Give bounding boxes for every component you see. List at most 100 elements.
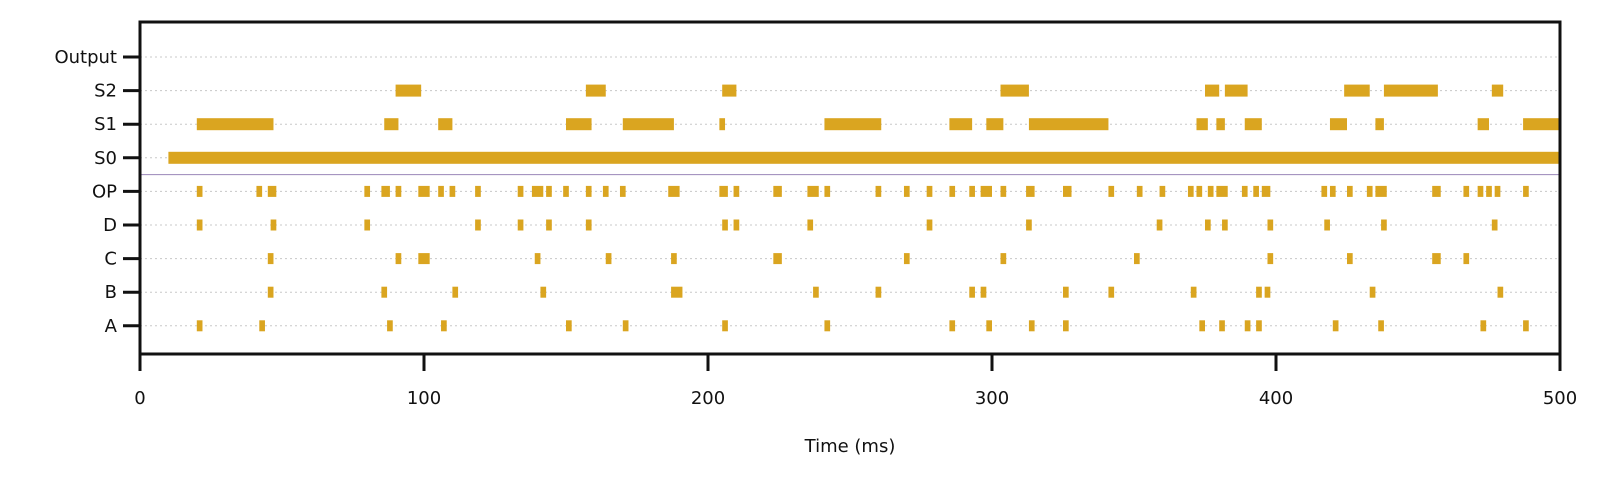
event-bar-op-46	[1375, 185, 1387, 197]
event-bar-op-39	[1241, 185, 1248, 197]
event-bar-op-12	[546, 185, 552, 197]
event-bar-s1-13	[1329, 118, 1347, 131]
event-bar-op-6	[418, 185, 430, 197]
x-axis-ticks: 0 100 200 300 400 500	[134, 354, 1577, 409]
event-bar-d-14	[1222, 219, 1228, 231]
event-bar-b-5	[813, 286, 819, 298]
y-tick-label-op: OP	[92, 181, 117, 202]
event-bar-a-8	[949, 320, 956, 332]
event-bar-a-1	[259, 320, 265, 332]
event-bar-a-14	[1244, 320, 1251, 332]
event-bar-a-16	[1332, 320, 1339, 332]
event-bar-s2-2	[722, 84, 737, 97]
event-bar-s2-5	[1224, 84, 1248, 97]
event-bar-op-27	[969, 185, 975, 197]
event-bar-s2-8	[1491, 84, 1504, 97]
event-bar-op-37	[1207, 185, 1214, 197]
event-bar-s1-16	[1523, 118, 1560, 131]
event-bar-op-49	[1477, 185, 1484, 197]
event-bar-op-8	[449, 185, 456, 197]
event-bar-op-25	[926, 185, 933, 197]
event-bar-op-35	[1187, 185, 1194, 197]
event-bar-d-0	[196, 219, 203, 231]
y-tick-label-d: D	[103, 215, 117, 236]
event-bar-op-50	[1486, 185, 1492, 197]
event-bar-op-10	[517, 185, 524, 197]
event-bar-a-2	[387, 320, 393, 332]
event-bar-d-10	[926, 219, 933, 231]
event-bar-op-42	[1321, 185, 1328, 197]
event-bar-d-7	[722, 219, 728, 231]
event-bar-op-32	[1108, 185, 1115, 197]
x-tick-label-500: 500	[1543, 388, 1577, 409]
x-tick-label-400: 400	[1259, 388, 1293, 409]
event-bar-b-7	[969, 286, 975, 298]
event-bar-d-11	[1026, 219, 1032, 231]
event-bar-s1-12	[1244, 118, 1262, 131]
event-bar-s2-0	[395, 84, 422, 97]
event-bar-b-9	[1063, 286, 1069, 298]
event-bar-op-29	[1000, 185, 1007, 197]
event-bar-a-5	[622, 320, 629, 332]
event-bar-d-13	[1205, 219, 1211, 231]
event-bar-b-1	[381, 286, 388, 298]
event-bar-d-4	[517, 219, 524, 231]
event-bar-s1-6	[824, 118, 882, 131]
event-bar-s1-0	[196, 118, 274, 131]
event-bar-a-0	[196, 320, 203, 332]
event-bar-c-4	[605, 253, 612, 265]
event-bar-op-48	[1463, 185, 1470, 197]
y-tick-label-b: B	[105, 282, 117, 303]
x-tick-label-0: 0	[134, 388, 145, 409]
event-bar-op-45	[1366, 185, 1373, 197]
event-bar-a-19	[1523, 320, 1529, 332]
y-tick-label-s0: S0	[94, 148, 117, 169]
event-bar-a-18	[1480, 320, 1487, 332]
x-tick-label-300: 300	[975, 388, 1009, 409]
event-bar-a-4	[566, 320, 572, 332]
event-bar-s1-15	[1477, 118, 1489, 131]
event-bar-d-1	[270, 219, 277, 231]
event-bar-op-3	[364, 185, 371, 197]
event-bar-op-13	[563, 185, 569, 197]
event-bar-b-12	[1256, 286, 1262, 298]
event-bar-c-1	[395, 253, 402, 265]
event-bar-op-20	[773, 185, 782, 197]
event-bar-c-10	[1267, 253, 1274, 265]
x-axis-title: Time (ms)	[804, 436, 896, 457]
event-bar-op-14	[585, 185, 592, 197]
y-tick-label-s2: S2	[94, 81, 117, 102]
event-bar-c-13	[1463, 253, 1470, 265]
event-bar-s1-5	[719, 118, 726, 131]
event-bar-a-9	[986, 320, 992, 332]
event-bar-b-2	[452, 286, 459, 298]
event-bar-op-22	[824, 185, 831, 197]
event-bar-c-11	[1347, 253, 1353, 265]
event-bar-a-15	[1256, 320, 1262, 332]
event-bar-c-3	[534, 253, 541, 265]
event-bar-s1-1	[384, 118, 399, 131]
event-bar-s1-14	[1375, 118, 1384, 131]
event-bar-op-28	[980, 185, 992, 197]
event-bar-s1-10	[1196, 118, 1208, 131]
event-bar-op-43	[1329, 185, 1336, 197]
event-bar-a-12	[1199, 320, 1205, 332]
event-bar-op-19	[733, 185, 740, 197]
event-bar-d-3	[475, 219, 481, 231]
event-bar-c-7	[903, 253, 910, 265]
event-bar-s1-2	[438, 118, 453, 131]
event-bar-op-15	[602, 185, 609, 197]
event-bar-op-4	[381, 185, 390, 197]
event-bar-b-13	[1264, 286, 1271, 298]
event-bar-s1-3	[566, 118, 592, 131]
event-bar-b-6	[875, 286, 882, 298]
event-bar-s2-3	[1000, 84, 1029, 97]
event-bar-c-2	[418, 253, 430, 265]
event-bar-s0-0	[168, 151, 1560, 164]
event-bar-c-6	[773, 253, 782, 265]
event-bar-op-5	[395, 185, 402, 197]
y-tick-label-a: A	[105, 316, 118, 337]
x-tick-label-100: 100	[407, 388, 441, 409]
event-bars	[168, 84, 1560, 332]
event-bar-b-8	[980, 286, 987, 298]
